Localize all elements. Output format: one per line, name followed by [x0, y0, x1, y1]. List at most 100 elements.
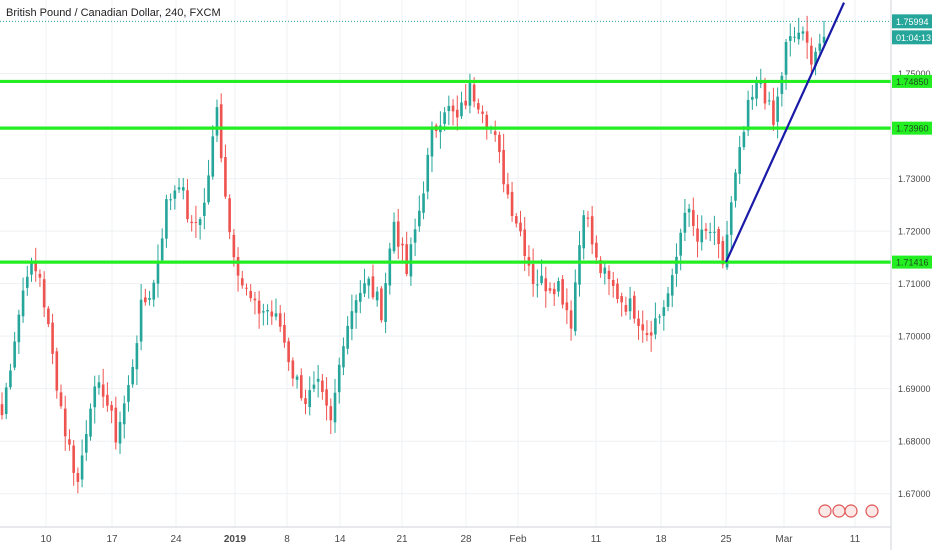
candle-body	[190, 221, 193, 224]
candle-body	[342, 346, 345, 368]
candle-body	[780, 75, 784, 94]
candle-body	[114, 407, 118, 443]
candle-body	[371, 276, 375, 298]
candle-body	[523, 229, 527, 257]
chart-title: British Pound / Canadian Dollar, 240, FX…	[6, 7, 221, 19]
candle-body	[565, 302, 569, 311]
candle-body	[173, 190, 177, 199]
candle-body	[502, 149, 505, 185]
candle-body	[683, 212, 687, 233]
x-tick-label: 17	[106, 534, 118, 545]
candle-body	[455, 109, 459, 118]
candle-body	[721, 241, 725, 265]
candle-body	[552, 288, 556, 295]
candle-body	[687, 208, 691, 213]
candle-body	[219, 104, 223, 159]
x-tick-label: Mar	[775, 534, 793, 545]
event-icon	[832, 504, 846, 518]
candle-body	[135, 343, 139, 370]
candle-body	[569, 310, 573, 329]
x-tick-label: 24	[170, 534, 182, 545]
candle-body	[801, 31, 805, 34]
candle-body	[472, 84, 476, 102]
candle-body	[742, 132, 746, 148]
candle-body	[9, 370, 12, 388]
candle-body	[595, 242, 598, 258]
candle-body	[274, 313, 278, 317]
candle-body	[156, 260, 160, 284]
candle-body	[624, 305, 628, 312]
candle-body	[692, 210, 695, 226]
candle-body	[810, 45, 813, 65]
candle-body	[160, 238, 164, 261]
level-badge	[892, 74, 932, 88]
event-icon	[818, 504, 832, 518]
candle-body	[582, 215, 586, 249]
candle-body	[767, 100, 771, 102]
candle-body	[641, 324, 645, 331]
candle-body	[734, 172, 737, 201]
candle-body	[76, 472, 80, 482]
x-tick-label: Feb	[509, 534, 527, 545]
candle-body	[72, 445, 75, 473]
x-tick-label: 25	[720, 534, 732, 545]
x-tick-label: 21	[396, 534, 408, 545]
candle-body	[481, 111, 484, 114]
candle-body	[295, 376, 299, 380]
candle-body	[93, 386, 97, 408]
candle-body	[169, 199, 172, 201]
candle-body	[4, 387, 8, 415]
candle-body	[531, 264, 535, 285]
candle-body	[55, 351, 59, 391]
x-tick-label: 11	[591, 534, 602, 545]
candle-body	[666, 293, 670, 307]
candle-body	[207, 175, 210, 203]
candle-body	[316, 378, 320, 382]
candle-body	[633, 295, 636, 319]
candle-body	[80, 455, 84, 480]
candle-body	[510, 191, 514, 217]
y-tick-label: 1.69000	[898, 384, 931, 394]
x-tick-label: 2019	[224, 534, 247, 545]
candle-body	[396, 221, 400, 247]
candle-body	[675, 256, 678, 274]
candle-body	[611, 279, 615, 286]
candle-body	[278, 313, 282, 327]
candle-body	[814, 51, 817, 67]
x-tick-label: 10	[40, 534, 52, 545]
candle-body	[144, 297, 147, 303]
candle-body	[346, 325, 349, 349]
candle-body	[498, 134, 501, 153]
candle-body	[645, 333, 649, 336]
candle-body	[224, 157, 227, 197]
candle-body	[270, 311, 274, 317]
candle-body	[628, 298, 632, 312]
candle-body	[122, 403, 126, 425]
candle-body	[232, 234, 236, 258]
candle-body	[333, 392, 337, 423]
candle-body	[228, 198, 231, 233]
candle-body	[426, 154, 430, 192]
candle-body	[413, 229, 417, 243]
candle-body	[451, 105, 455, 112]
level-label: 1.73960	[896, 124, 929, 134]
level-badge	[892, 255, 932, 269]
level-label: 1.71416	[896, 258, 929, 268]
candle-body	[763, 83, 767, 104]
y-tick-label: 1.72000	[898, 227, 931, 237]
price-tag	[892, 14, 932, 29]
x-tick-label: 11	[850, 534, 861, 545]
candle-body	[215, 107, 219, 136]
event-icon	[865, 504, 879, 518]
candle-body	[713, 231, 716, 233]
countdown-label: 01:04:13	[896, 33, 931, 43]
candle-body	[725, 234, 729, 268]
candle-body	[388, 248, 392, 286]
candle-body	[670, 275, 674, 296]
y-tick-label: 1.67000	[898, 489, 931, 499]
candle-body	[662, 307, 666, 316]
candle-body	[751, 96, 754, 100]
trendline	[724, 2, 846, 263]
candle-body	[658, 316, 661, 318]
